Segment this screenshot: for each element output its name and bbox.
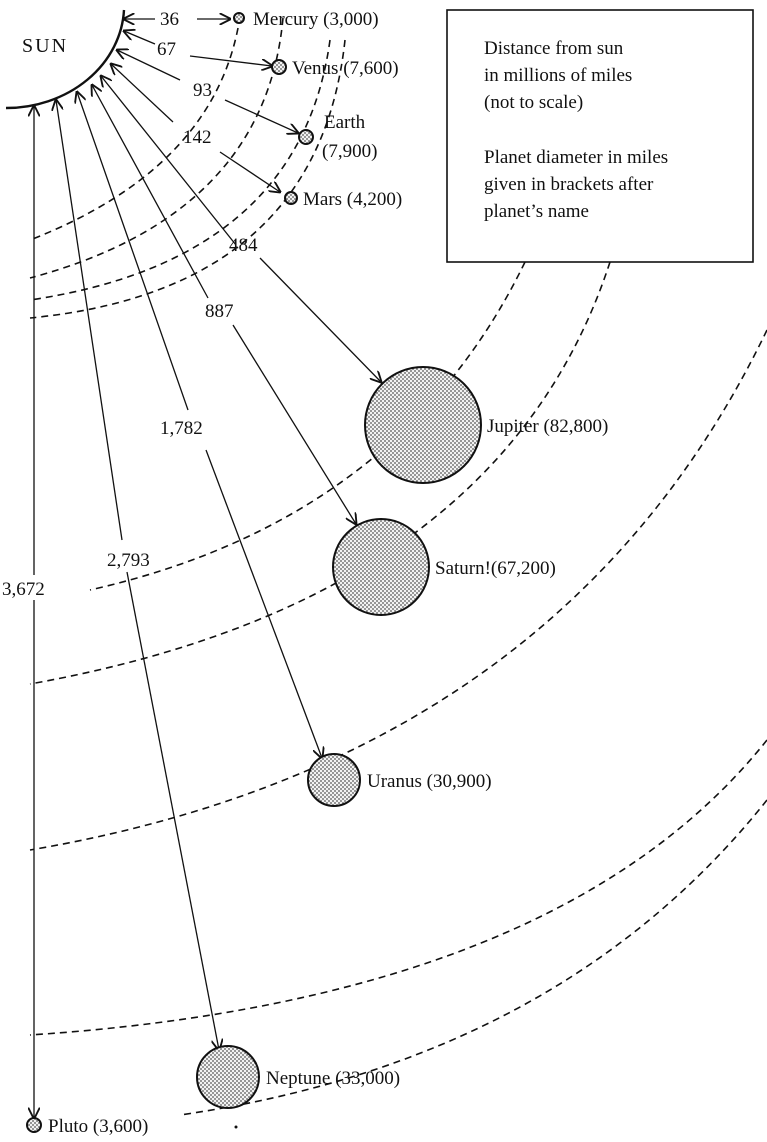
planet-label-pluto: Pluto (3,600): [48, 1116, 148, 1137]
arrow-uranus-in: [77, 92, 189, 411]
distance-label-pluto: 3,672: [2, 579, 45, 600]
arrow-venus-out: [189, 55, 272, 66]
distance-label-mars: 142: [183, 127, 212, 148]
distance-label-venus: 67: [157, 39, 176, 60]
planet-neptune: [196, 1045, 260, 1109]
sun-arc: [5, 9, 126, 110]
orbit-mercury: [29, 27, 239, 241]
sun-label: SUN: [22, 35, 68, 57]
legend-line-2: in millions of miles: [484, 65, 632, 86]
planet-label-neptune: Neptune (33,000): [266, 1068, 400, 1089]
distance-label-saturn: 887: [205, 301, 234, 322]
planet-label-earth-name: Earth: [324, 112, 366, 133]
distance-label-jupiter: 484: [229, 235, 258, 256]
arrow-saturn-in: [92, 85, 209, 299]
legend-line-4: Planet diameter in miles: [484, 147, 668, 168]
legend-box: [446, 9, 754, 263]
legend-line-6: planet’s name: [484, 201, 589, 222]
planet-venus: [271, 59, 287, 75]
planet-label-earth-diameter: (7,900): [322, 141, 377, 162]
arrow-earth-in: [117, 50, 181, 81]
planet-jupiter: [364, 366, 482, 484]
legend: Distance from sun in millions of miles (…: [446, 9, 754, 263]
planet-earth: [298, 129, 314, 145]
planet-label-venus: Venus (7,600): [292, 58, 399, 79]
stray-dot: [234, 1125, 238, 1129]
distance-label-neptune: 2,793: [107, 550, 150, 571]
distance-label-uranus: 1,782: [160, 418, 203, 439]
planet-label-mars: Mars (4,200): [303, 189, 402, 210]
distance-label-mercury: 36: [160, 9, 179, 30]
arrow-neptune-in: [56, 100, 123, 541]
orbit-jupiter: [89, 261, 526, 591]
arrow-neptune-out: [126, 571, 219, 1050]
legend-line-1: Distance from sun: [484, 38, 624, 59]
planet-label-saturn: Saturn!(67,200): [435, 558, 556, 579]
arrow-venus-in: [124, 31, 156, 45]
arrow-mars-out: [219, 151, 280, 192]
orbit-saturn: [29, 261, 611, 685]
orbits-group: [29, 17, 767, 1116]
arrow-mars-in: [111, 64, 174, 123]
arrow-uranus-out: [205, 449, 322, 758]
planet-mercury: [233, 12, 245, 24]
orbit-earth: [29, 39, 331, 301]
legend-line-5: given in brackets after: [484, 174, 654, 195]
distance-labels: 36 67 93 142 484 887 1,782 2,793 3,672: [2, 9, 258, 600]
orbit-uranus: [29, 329, 767, 851]
legend-line-3: (not to scale): [484, 92, 583, 113]
planet-labels: Mercury (3,000) Venus (7,600) Earth (7,9…: [48, 9, 608, 1137]
planet-uranus: [307, 753, 361, 807]
arrow-saturn-out: [232, 324, 356, 524]
planet-label-jupiter: Jupiter (82,800): [487, 416, 608, 437]
planet-pluto: [26, 1117, 42, 1133]
planet-mars: [284, 191, 298, 205]
orbit-pluto: [179, 799, 767, 1116]
distance-label-earth: 93: [193, 80, 212, 101]
distance-arrows: [34, 19, 381, 1118]
orbit-neptune: [29, 739, 767, 1036]
planet-saturn: [332, 518, 430, 616]
arrow-jupiter-out: [259, 257, 381, 382]
orbit-mars: [29, 39, 346, 319]
arrow-earth-out: [224, 99, 298, 133]
planet-label-uranus: Uranus (30,900): [367, 771, 492, 792]
arrow-jupiter-in: [101, 76, 237, 246]
planets-group: [26, 12, 482, 1133]
planet-label-mercury: Mercury (3,000): [253, 9, 379, 30]
